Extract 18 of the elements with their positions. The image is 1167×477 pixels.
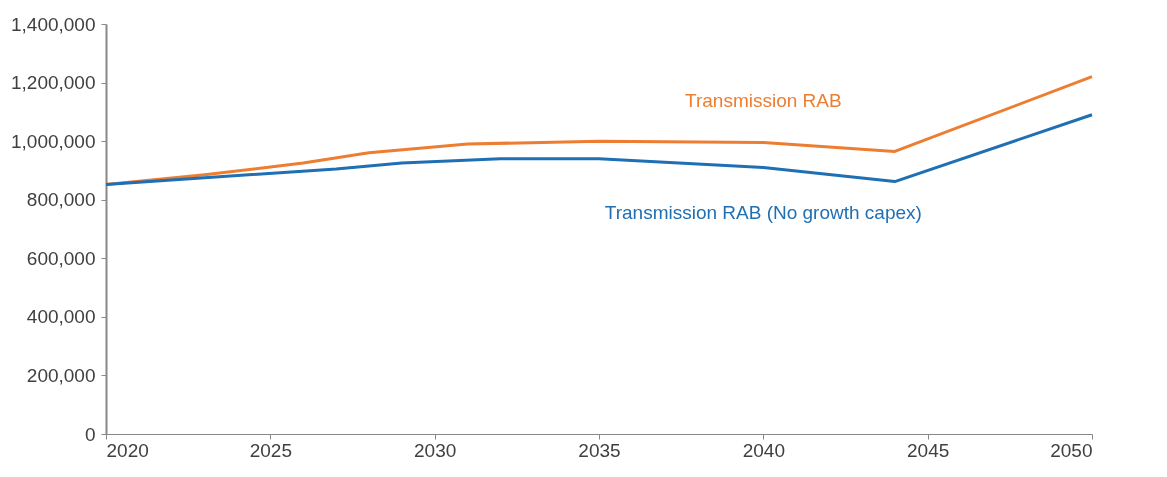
x-tick-label: 2040 xyxy=(742,439,785,461)
x-tick-label: 2020 xyxy=(106,439,149,461)
x-tick-label: 2035 xyxy=(578,439,621,461)
y-tick-label: 0 xyxy=(84,423,96,445)
series-label: Transmission RAB xyxy=(685,89,842,111)
y-tick-label: 600,000 xyxy=(26,247,96,269)
x-tick-label: 2030 xyxy=(414,439,457,461)
x-tick-label: 2045 xyxy=(907,439,950,461)
y-tick-label: 1,000,000 xyxy=(10,130,96,152)
series-label: Transmission RAB (No growth capex) xyxy=(604,201,922,223)
line-series xyxy=(104,113,1094,186)
y-tick-label: 1,400,000 xyxy=(10,13,96,35)
y-tick-label: 400,000 xyxy=(26,306,96,328)
y-tick-label: 800,000 xyxy=(26,189,96,211)
y-tick-label: 1,200,000 xyxy=(10,72,96,94)
x-tick-label: 2025 xyxy=(249,439,292,461)
y-tick-label: 200,000 xyxy=(26,364,96,386)
x-tick-label: 2050 xyxy=(1050,439,1093,461)
